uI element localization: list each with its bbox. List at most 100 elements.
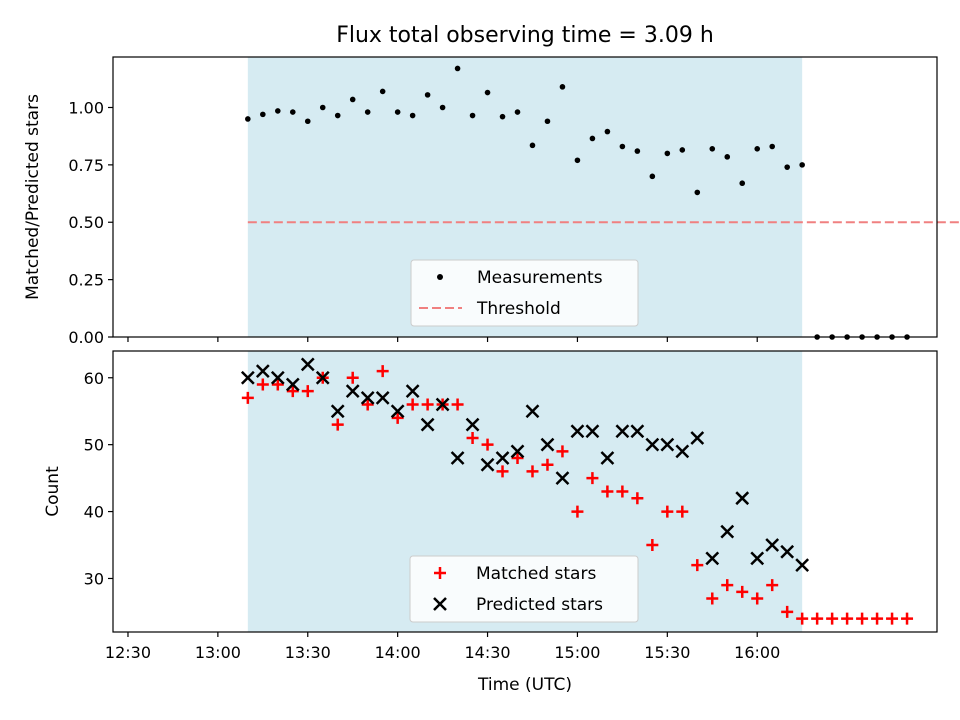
measurement-point xyxy=(769,143,775,150)
matched-star-point xyxy=(541,458,554,471)
predicted-star-point xyxy=(645,437,660,452)
measurement-point xyxy=(289,109,296,115)
top-y-ticks: 0.00 0.25 0.50 0.75 1.00 xyxy=(68,98,113,347)
measurement-point xyxy=(454,65,461,72)
matched-star-point xyxy=(736,585,749,598)
predicted-star-point xyxy=(255,364,270,378)
top-y-tick-label: 0.75 xyxy=(68,156,104,175)
predicted-star-point xyxy=(480,457,495,472)
legend-predicted-label: Predicted stars xyxy=(476,595,603,615)
predicted-star-point xyxy=(780,544,795,559)
measurement-point xyxy=(544,118,551,125)
matched-star-point xyxy=(856,612,869,625)
predicted-star-point xyxy=(615,424,630,439)
bottom-y-tick-label: 40 xyxy=(84,503,104,522)
matched-star-point xyxy=(271,378,284,391)
predicted-star-point xyxy=(585,424,600,439)
measurement-point xyxy=(484,89,491,96)
matched-star-point xyxy=(766,579,779,592)
measurement-point xyxy=(709,146,716,152)
matched-star-point xyxy=(796,612,809,625)
measurement-point xyxy=(499,113,506,120)
matched-star-point xyxy=(886,612,899,625)
predicted-star-point xyxy=(270,370,285,385)
matched-star-point xyxy=(586,472,599,485)
predicted-star-point xyxy=(555,471,570,486)
matched-star-point xyxy=(466,431,479,444)
matched-star-point xyxy=(421,398,434,411)
measurement-point xyxy=(379,88,386,95)
legend-predicted-marker xyxy=(433,597,447,611)
top-y-tick-label: 0.25 xyxy=(68,271,104,290)
measurement-point xyxy=(245,116,251,122)
measurement-point xyxy=(439,104,446,111)
predicted-star-point xyxy=(495,451,510,465)
bottom-y-axis-label: Count xyxy=(43,466,63,517)
matched-star-point xyxy=(691,559,704,572)
measurement-point xyxy=(424,92,431,98)
predicted-star-point xyxy=(765,538,780,552)
top-panel: 0.00 0.25 0.50 0.75 1.00 Matched/Predicted s… xyxy=(23,56,960,347)
bottom-x-tick-label: 16:00 xyxy=(734,643,780,662)
top-plot-frame xyxy=(112,56,938,338)
measurement-point xyxy=(619,143,626,150)
matched-star-point xyxy=(286,385,299,398)
matched-star-point xyxy=(556,445,569,458)
measurement-point xyxy=(260,111,266,118)
matched-star-point xyxy=(901,612,914,625)
predicted-star-point xyxy=(330,404,345,419)
matched-star-point xyxy=(751,592,764,605)
matched-star-point xyxy=(661,505,674,518)
matched-star-point xyxy=(721,579,734,592)
bottom-x-tick-label: 13:30 xyxy=(285,643,331,662)
measurement-point xyxy=(514,109,521,115)
top-y-tick-label: 0.50 xyxy=(68,213,104,232)
predicted-star-point xyxy=(315,370,330,385)
measurement-point xyxy=(529,142,536,149)
predicted-star-point xyxy=(600,451,615,465)
measurement-point xyxy=(754,146,761,152)
predicted-star-point xyxy=(540,437,555,452)
matched-star-point xyxy=(676,505,689,518)
matched-star-point xyxy=(361,398,374,411)
measurement-point xyxy=(394,109,401,115)
measurement-point xyxy=(304,118,311,125)
chart-title: Flux total observing time = 3.09 h xyxy=(336,23,714,48)
predicted-star-point xyxy=(705,551,720,566)
matched-star-point xyxy=(616,485,629,498)
measurement-points xyxy=(245,65,910,340)
measurement-point xyxy=(409,112,416,119)
legend-measurements-label: Measurements xyxy=(477,268,603,288)
measurement-point xyxy=(604,128,611,135)
top-legend: Measurements Threshold xyxy=(410,259,639,327)
measurement-point xyxy=(469,112,476,119)
matched-star-point xyxy=(601,485,614,498)
matched-star-point xyxy=(331,418,344,431)
predicted-star-point xyxy=(510,444,525,459)
predicted-star-point xyxy=(525,404,540,419)
predicted-star-point xyxy=(345,384,360,399)
bottom-y-ticks: 30 40 50 60 xyxy=(84,369,113,588)
predicted-star-point xyxy=(435,397,450,412)
matched-star-point xyxy=(511,452,524,465)
predicted-star-point xyxy=(795,558,810,572)
bottom-x-tick-label: 15:00 xyxy=(554,643,600,662)
bottom-x-tick-label: 14:00 xyxy=(375,643,421,662)
measurement-point xyxy=(589,135,596,142)
matched-star-point xyxy=(301,385,314,398)
predicted-star-point xyxy=(375,390,390,405)
top-y-tick-label: 1.00 xyxy=(68,98,104,117)
measurement-point xyxy=(334,112,341,119)
matched-star-point xyxy=(871,612,884,625)
predicted-star-point xyxy=(690,431,705,445)
matched-star-point xyxy=(826,612,839,625)
predicted-star-point xyxy=(660,437,675,452)
matched-star-point xyxy=(406,398,419,411)
measurement-point xyxy=(559,84,566,90)
measurement-point xyxy=(784,164,790,170)
bottom-x-tick-label: 15:30 xyxy=(644,643,690,662)
legend-threshold-label: Threshold xyxy=(476,299,561,319)
matched-star-point xyxy=(811,612,824,625)
matched-star-point xyxy=(451,398,464,411)
